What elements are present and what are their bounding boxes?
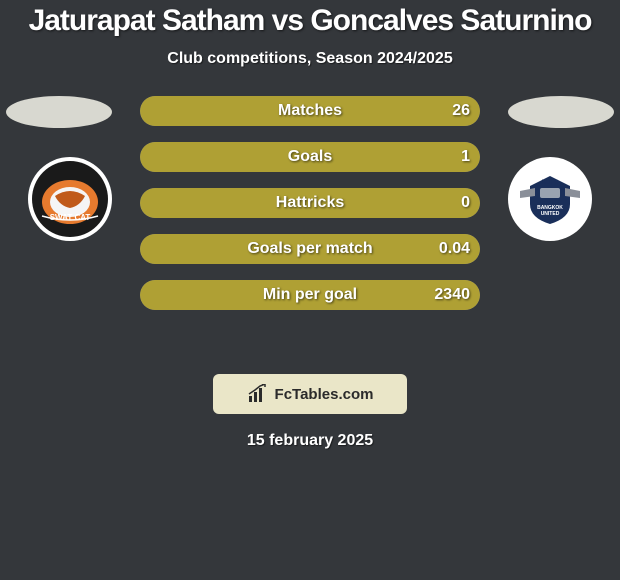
stat-label: Min per goal bbox=[263, 286, 357, 304]
comparison-body: SWAT CAT BANGKOK UNITED BUFC Matches 26 Go… bbox=[0, 96, 620, 366]
team1-badge: SWAT CAT bbox=[20, 156, 120, 242]
stat-value-right: 2340 bbox=[434, 286, 470, 304]
svg-text:SWAT CAT: SWAT CAT bbox=[50, 213, 91, 222]
svg-text:UNITED: UNITED bbox=[541, 211, 560, 217]
stat-value-right: 1 bbox=[461, 148, 470, 166]
stat-bar: Goals per match 0.04 bbox=[140, 234, 480, 264]
stat-bar: Matches 26 bbox=[140, 96, 480, 126]
svg-text:BUFC: BUFC bbox=[542, 180, 559, 186]
brand-text: FcTables.com bbox=[275, 386, 374, 403]
comparison-subtitle: Club competitions, Season 2024/2025 bbox=[0, 50, 620, 68]
stat-label: Matches bbox=[278, 102, 342, 120]
brand-badge: FcTables.com bbox=[213, 374, 407, 414]
stat-value-right: 0 bbox=[461, 194, 470, 212]
stat-label: Hattricks bbox=[276, 194, 344, 212]
stat-bars: Matches 26 Goals 1 Hattricks 0 Goals per match… bbox=[140, 96, 480, 326]
stat-bar: Hattricks 0 bbox=[140, 188, 480, 218]
stat-bar: Min per goal 2340 bbox=[140, 280, 480, 310]
player1-marker bbox=[6, 96, 112, 128]
comparison-title: Jaturapat Satham vs Goncalves Saturnino bbox=[0, 0, 620, 38]
stat-label: Goals bbox=[288, 148, 332, 166]
player2-marker bbox=[508, 96, 614, 128]
chart-icon bbox=[247, 384, 271, 404]
team2-badge: BANGKOK UNITED BUFC bbox=[500, 156, 600, 242]
stat-value-right: 26 bbox=[452, 102, 470, 120]
stat-label: Goals per match bbox=[247, 240, 372, 258]
comparison-date: 15 february 2025 bbox=[0, 432, 620, 450]
stat-value-right: 0.04 bbox=[439, 240, 470, 258]
stat-bar: Goals 1 bbox=[140, 142, 480, 172]
